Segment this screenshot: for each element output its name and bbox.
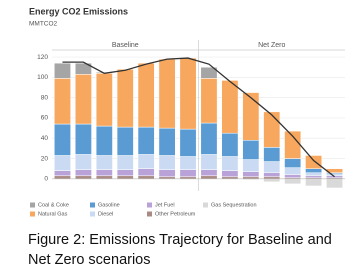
bar-segment [242, 171, 260, 178]
bar-segment [74, 74, 92, 125]
legend-label: Coal & Coke [38, 202, 69, 208]
bar-segment [137, 168, 155, 177]
facet-label: Net Zero [258, 42, 285, 49]
bar-segment [179, 57, 197, 130]
bar-segment [305, 155, 323, 169]
y-tick-label: 60 [41, 115, 49, 122]
total-line [62, 57, 335, 178]
bar-segment [179, 156, 197, 170]
bar-segment [200, 175, 218, 180]
chart-title: Energy CO2 Emissions [29, 6, 128, 16]
legend-swatch [147, 211, 152, 217]
bar-segment [54, 175, 71, 180]
bar-segment [200, 66, 218, 79]
legend-swatch [30, 202, 35, 208]
chart-subtitle: MMTCO2 [29, 21, 58, 28]
bar-segment [137, 154, 155, 169]
legend-swatch [147, 202, 152, 208]
legend-label: Jet Fuel [155, 202, 175, 208]
legend-label: Gasoline [98, 202, 120, 208]
bar-segment [54, 170, 71, 177]
legend-swatch [90, 211, 95, 217]
bar-segment [158, 127, 176, 156]
bar-segment [263, 111, 281, 148]
bar-segment [263, 172, 281, 178]
bar-segment [116, 126, 134, 156]
bar-segment [74, 169, 92, 177]
legend-label: Diesel [98, 211, 113, 217]
bar-segment [74, 123, 92, 155]
bar-segment [116, 169, 134, 177]
y-tick-label: 20 [41, 155, 49, 162]
bar-segment [284, 178, 302, 185]
bar-segment [284, 174, 302, 179]
bar-segment [54, 62, 71, 79]
bar-segment [158, 169, 176, 178]
bar-segment [284, 130, 302, 159]
legend-label: Natural Gas [38, 211, 68, 217]
bar-segment [95, 169, 113, 177]
bar-segment [221, 156, 239, 171]
bar-segment [95, 73, 113, 127]
bar-segment [284, 167, 302, 176]
bar-segment [137, 126, 155, 155]
bar-segment [137, 175, 155, 180]
bar-segment [116, 155, 134, 170]
bar-segment [54, 78, 71, 125]
legend-swatch [90, 202, 95, 208]
bar-segment [74, 175, 92, 180]
bar-segment [200, 169, 218, 177]
bar-segment [305, 172, 323, 177]
y-tick-label: 100 [37, 74, 48, 81]
legend-label: Other Petroleum [155, 211, 196, 217]
bar-segment [158, 155, 176, 170]
bar-segment [200, 122, 218, 155]
bar-segment [263, 147, 281, 162]
bar-segment [54, 123, 71, 156]
figure-caption: Figure 2: Emissions Trajectory for Basel… [28, 232, 332, 268]
bar-segment [326, 173, 343, 177]
bar-segment [221, 132, 239, 157]
bar-segment [158, 58, 176, 129]
bar-segment [95, 155, 113, 170]
chart: Energy CO2 Emissions MMTCO2 0 20 40 60 80 100… [29, 6, 345, 217]
bar-segment [284, 158, 302, 168]
bar-segment [221, 170, 239, 178]
bar-segment [305, 175, 323, 179]
y-tick-label: 0 [44, 176, 48, 183]
bar-segment [221, 80, 239, 134]
legend-swatch [30, 211, 35, 217]
bar-segment [95, 125, 113, 156]
bar-segment [179, 169, 197, 178]
bar-segment [305, 178, 323, 187]
bar-segment [137, 62, 155, 128]
facet-label: Baseline [112, 42, 139, 49]
bar-segment [242, 92, 260, 141]
bar-segment [74, 62, 92, 75]
bar-segment [263, 161, 281, 173]
y-tick-label: 120 [37, 54, 48, 61]
legend-swatch [203, 202, 208, 208]
bar-segment [116, 68, 134, 128]
bar-segment [95, 175, 113, 180]
y-tick-label: 40 [41, 135, 49, 142]
bar-segment [179, 128, 197, 157]
legend-label: Gas Sequestration [211, 202, 257, 208]
bar-segment [242, 140, 260, 160]
bar-segment [326, 178, 343, 189]
bar-segment [200, 154, 218, 170]
bar-segment [116, 175, 134, 180]
bar-segment [200, 78, 218, 124]
bar-segment [242, 159, 260, 172]
y-tick-label: 80 [41, 94, 49, 101]
bar-segment [263, 178, 281, 183]
bar-segment [54, 155, 71, 171]
bar-segment [74, 154, 92, 170]
bar-segment [305, 168, 323, 173]
